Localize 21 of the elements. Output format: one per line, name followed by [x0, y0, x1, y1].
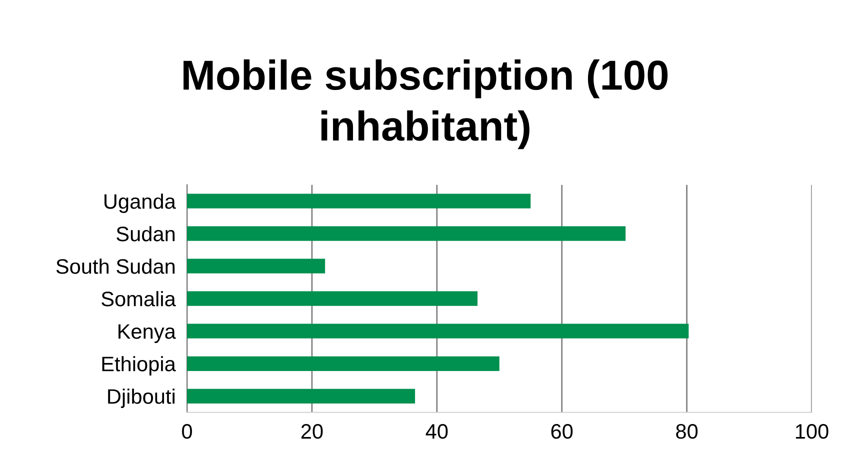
bar [187, 194, 531, 208]
x-tick-label: 20 [301, 424, 323, 439]
bar [187, 291, 478, 306]
bar [187, 356, 500, 371]
y-tick-label: South Sudan [56, 258, 175, 274]
x-tick-label: 0 [182, 424, 192, 439]
y-tick-label: Sudan [116, 226, 175, 242]
x-tick-label: 80 [676, 424, 698, 439]
x-tick-label: 40 [426, 424, 448, 439]
chart-title: Mobile subscription (100 inhabitant) [184, 59, 668, 150]
bar [187, 388, 416, 404]
y-tick-label: Uganda [104, 194, 176, 213]
bar [187, 226, 626, 241]
y-tick-label: Kenya [118, 324, 176, 343]
y-tick-label: Ethiopia [102, 356, 176, 376]
y-tick-label: Djibouti [108, 388, 174, 408]
x-tick-label: 60 [551, 424, 573, 439]
y-tick-label: Somalia [102, 291, 176, 306]
bar [187, 324, 689, 338]
x-tick-label: 100 [796, 424, 828, 439]
bar [187, 258, 326, 274]
